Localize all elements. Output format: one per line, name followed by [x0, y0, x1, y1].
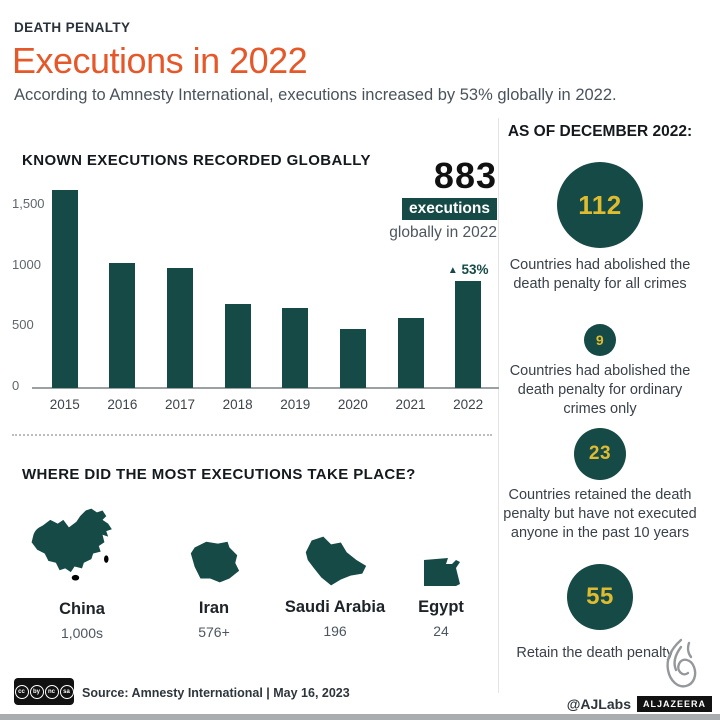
countries-section-title: WHERE DID THE MOST EXECUTIONS TAKE PLACE… — [22, 466, 416, 483]
bar-slot-2017: 2017 — [151, 188, 209, 412]
stat-circle: 55 — [567, 564, 633, 630]
country-value: 576+ — [198, 624, 230, 640]
country-name: Egypt — [418, 598, 464, 616]
bar-2019 — [282, 308, 309, 388]
y-tick-label: 500 — [12, 317, 34, 333]
stat-circle: 23 — [574, 428, 626, 480]
bar-2017 — [167, 268, 194, 388]
section-divider — [12, 434, 492, 436]
bar-slot-2022: ▲ 53% 2022 — [439, 188, 497, 412]
bar-2020 — [339, 329, 366, 388]
stat-number: 23 — [588, 443, 612, 464]
stat-abolished-ordinary-crimes: 9 — [500, 324, 700, 356]
cc-license-badge: cc by nc sa — [14, 678, 74, 705]
country-value: 24 — [433, 623, 449, 639]
column-divider — [498, 118, 499, 693]
bar-2016 — [109, 263, 136, 388]
stat-number: 9 — [595, 332, 605, 348]
stat-circle: 9 — [584, 324, 616, 356]
page-title: Executions in 2022 — [12, 40, 308, 81]
saudi-arabia-map-icon — [305, 536, 367, 586]
bar-slot-2015: 2015 — [36, 188, 94, 412]
stat-number: 55 — [586, 583, 614, 610]
bar-2015 — [51, 190, 78, 388]
x-tick-label: 2019 — [280, 397, 311, 412]
chart-title: KNOWN EXECUTIONS RECORDED GLOBALLY — [22, 152, 371, 169]
credit-row: @AJLabs ALJAZEERA — [567, 696, 712, 712]
x-tick-label: 2016 — [107, 397, 138, 412]
aljazeera-logo-icon — [666, 638, 697, 688]
iran-map-icon — [190, 541, 240, 583]
china-map-icon — [31, 508, 112, 581]
executions-badge: executions — [402, 198, 497, 220]
cc-by-icon: by — [29, 684, 44, 699]
ajlabs-credit: @AJLabs — [566, 696, 631, 712]
highlight-stat: 883 executions globally in 2022 — [300, 158, 497, 242]
highlight-caption: globally in 2022 — [389, 224, 497, 241]
y-tick-label: 1000 — [12, 256, 41, 272]
country-value: 1,000s — [60, 625, 104, 641]
stat-text: Countries had abolished the death penalt… — [509, 257, 691, 292]
stat-text: Countries had abolished the death penalt… — [509, 363, 691, 417]
y-axis: 0 500 1000 1,500 — [12, 188, 45, 392]
stat-retained-no-executions: 23 — [500, 428, 700, 480]
country-name: Iran — [198, 599, 230, 617]
bar-2021 — [397, 318, 424, 388]
bar-slot-2019: 2019 — [267, 188, 325, 412]
country-item-china: China 1,000s — [26, 500, 138, 641]
x-axis-line — [32, 387, 499, 389]
country-item-saudi-arabia: Saudi Arabia 196 — [272, 530, 398, 639]
stat-text: Countries retained the death penalty but… — [503, 487, 697, 541]
egypt-map-icon — [424, 558, 460, 586]
sidebar-heading: AS OF DECEMBER 2022: — [507, 123, 693, 140]
aljazeera-wordmark-badge: ALJAZEERA — [636, 696, 712, 712]
increase-annotation: ▲ 53% — [447, 261, 489, 277]
stat-retain-death-penalty: 55 — [500, 564, 700, 630]
header-kicker: DEATH PENALTY — [14, 20, 131, 35]
bar-chart: 2015 2016 2017 2018 2019 2020 2021 ▲ 53% 2022 — [32, 188, 499, 412]
country-value: 196 — [323, 623, 347, 639]
x-tick-label: 2015 — [49, 397, 80, 412]
bar-slot-2016: 2016 — [94, 188, 152, 412]
x-tick-label: 2017 — [165, 397, 196, 412]
x-tick-label: 2020 — [337, 397, 368, 412]
page-subtitle: According to Amnesty International, exec… — [14, 86, 617, 104]
country-item-iran: Iran 576+ — [164, 535, 264, 640]
x-tick-label: 2021 — [395, 397, 426, 412]
y-tick-label: 0 — [12, 378, 20, 393]
country-item-egypt: Egypt 24 — [396, 552, 486, 639]
cc-nc-icon: nc — [44, 684, 59, 699]
x-tick-label: 2018 — [222, 397, 253, 412]
bar-2018 — [224, 304, 251, 388]
stat-text: Retain the death penalty — [516, 645, 674, 661]
bar-2022 — [455, 281, 482, 388]
country-name: China — [59, 600, 105, 618]
source-text: Source: Amnesty International | May 16, … — [82, 686, 350, 700]
bar-slot-2021: 2021 — [382, 188, 440, 412]
stat-abolished-all-crimes: 112 — [500, 162, 700, 248]
highlight-number: 883 — [433, 155, 497, 196]
cc-sa-icon: sa — [59, 684, 74, 699]
bar-slot-2018: 2018 — [209, 188, 267, 412]
stat-circle: 112 — [557, 162, 643, 248]
bottom-edge-bar — [0, 714, 720, 720]
bar-slot-2020: 2020 — [324, 188, 382, 412]
x-tick-label: 2022 — [453, 397, 484, 412]
y-tick-label: 1,500 — [12, 196, 45, 212]
country-name: Saudi Arabia — [284, 598, 386, 616]
cc-icon: cc — [14, 684, 29, 699]
stat-number: 112 — [578, 189, 622, 220]
